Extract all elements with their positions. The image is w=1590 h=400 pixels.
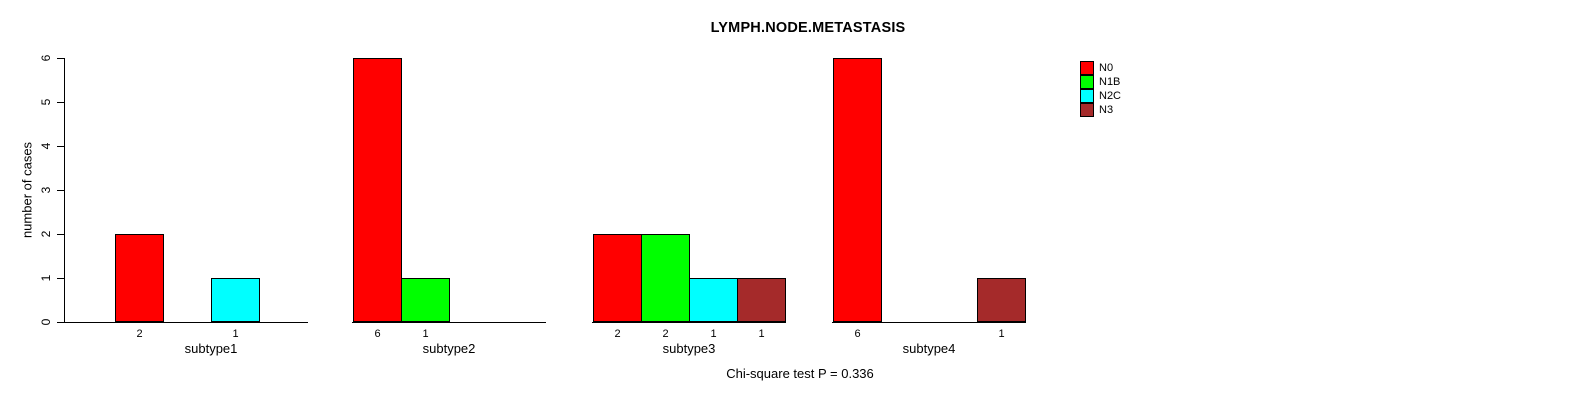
legend-swatch-n1b — [1080, 75, 1094, 89]
legend-label-n3: N3 — [1099, 104, 1114, 116]
x-axis-baseline — [352, 322, 546, 323]
x-axis-baseline — [832, 322, 1026, 323]
legend: N0 N1B N2C N3 — [1080, 61, 1121, 117]
legend-row-n0: N0 — [1080, 61, 1121, 75]
y-axis-tick-label: 0 — [39, 318, 53, 326]
y-axis-tick — [57, 234, 64, 235]
y-axis-tick-label: 5 — [39, 98, 53, 106]
x-axis-group-label-subtype1: subtype1 — [184, 341, 238, 356]
y-axis-tick — [57, 58, 64, 59]
legend-swatch-n2c — [1080, 89, 1094, 103]
y-axis-tick-label: 6 — [39, 54, 53, 62]
y-axis-tick-label: 4 — [39, 142, 53, 150]
bar-n1b-subtype2 — [401, 278, 450, 322]
y-axis-tick — [57, 278, 64, 279]
bar-n0-subtype4 — [833, 58, 882, 322]
chi-square-annotation: Chi-square test P = 0.336 — [726, 366, 874, 381]
bar-n3-subtype3 — [737, 278, 786, 322]
bar-n0-subtype1 — [115, 234, 164, 322]
bar-n1b-subtype3 — [641, 234, 690, 322]
y-axis-tick — [57, 190, 64, 191]
bar-n3-subtype4 — [977, 278, 1026, 322]
y-axis-tick — [57, 102, 64, 103]
bar-count-label: 2 — [662, 328, 669, 340]
bar-n0-subtype2 — [353, 58, 402, 322]
bar-count-label: 6 — [374, 328, 381, 340]
x-axis-baseline — [64, 322, 308, 323]
bar-n2c-subtype1 — [211, 278, 260, 322]
bar-count-label: 6 — [854, 328, 861, 340]
bar-count-label: 1 — [710, 328, 717, 340]
y-axis-tick-label: 3 — [39, 186, 53, 194]
x-axis-group-label-subtype4: subtype4 — [902, 341, 956, 356]
x-axis-baseline — [592, 322, 786, 323]
bar-n0-subtype3 — [593, 234, 642, 322]
bar-count-label: 1 — [998, 328, 1005, 340]
y-axis-tick-label: 2 — [39, 230, 53, 238]
y-axis-tick — [57, 146, 64, 147]
bar-count-label: 1 — [422, 328, 429, 340]
legend-label-n1b: N1B — [1099, 76, 1121, 88]
legend-row-n1b: N1B — [1080, 75, 1121, 89]
y-axis-tick — [57, 322, 64, 323]
bar-count-label: 1 — [758, 328, 765, 340]
y-axis-line — [64, 58, 65, 323]
legend-row-n2c: N2C — [1080, 89, 1121, 103]
x-axis-group-label-subtype2: subtype2 — [422, 341, 476, 356]
bar-n2c-subtype3 — [689, 278, 738, 322]
bar-count-label: 2 — [614, 328, 621, 340]
x-axis-group-label-subtype3: subtype3 — [662, 341, 716, 356]
bar-count-label: 1 — [232, 328, 239, 340]
legend-label-n0: N0 — [1099, 62, 1114, 74]
y-axis-tick-label: 1 — [39, 274, 53, 282]
bar-count-label: 2 — [136, 328, 143, 340]
legend-label-n2c: N2C — [1099, 90, 1122, 102]
legend-row-n3: N3 — [1080, 103, 1121, 117]
y-axis-title: number of cases — [19, 141, 35, 239]
legend-swatch-n0 — [1080, 61, 1094, 75]
legend-swatch-n3 — [1080, 103, 1094, 117]
chart-title: LYMPH.NODE.METASTASIS — [710, 20, 906, 36]
